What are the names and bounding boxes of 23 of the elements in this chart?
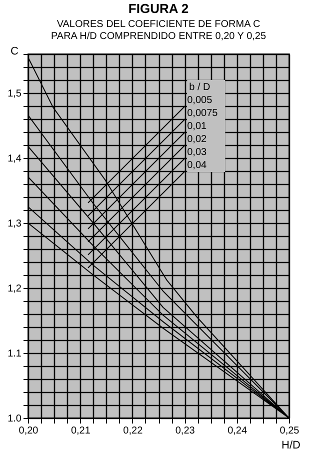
x-tick-label: 0,22 <box>123 426 144 436</box>
x-tick-label: 0,24 <box>228 426 248 436</box>
y-axis-title: C <box>10 46 19 58</box>
y-tick-label: 1,4 <box>8 154 22 164</box>
y-tick-label: 1,3 <box>8 218 22 230</box>
chart-title: FIGURA 2 <box>128 1 189 16</box>
x-tick-label: 0,23 <box>175 426 196 436</box>
series-label: 0,03 <box>187 147 208 158</box>
series-label: 0,0075 <box>187 108 218 119</box>
series-label: 0,04 <box>187 160 208 171</box>
y-tick-label: 1,5 <box>8 88 22 100</box>
series-label: 0,005 <box>187 95 213 106</box>
y-tick-label: 1,2 <box>8 284 22 294</box>
x-axis-title: H/D <box>282 440 301 452</box>
chart-subtitle: VALORES DEL COEFICIENTE DE FORMA C PARA H/D COMPRENDIDO ENTRE 0,20 Y 0,25 <box>50 19 266 42</box>
y-tick-label: 1.0 <box>8 414 22 424</box>
x-tick-label: 0,21 <box>70 426 91 436</box>
x-tick-label: 0,20 <box>18 426 39 436</box>
x-tick-label: 0,25 <box>280 426 300 436</box>
series-label: 0,01 <box>187 121 208 132</box>
annotation: b / D <box>189 82 210 93</box>
y-tick-label: 1.1 <box>8 348 22 360</box>
series-label: 0,02 <box>187 134 208 145</box>
